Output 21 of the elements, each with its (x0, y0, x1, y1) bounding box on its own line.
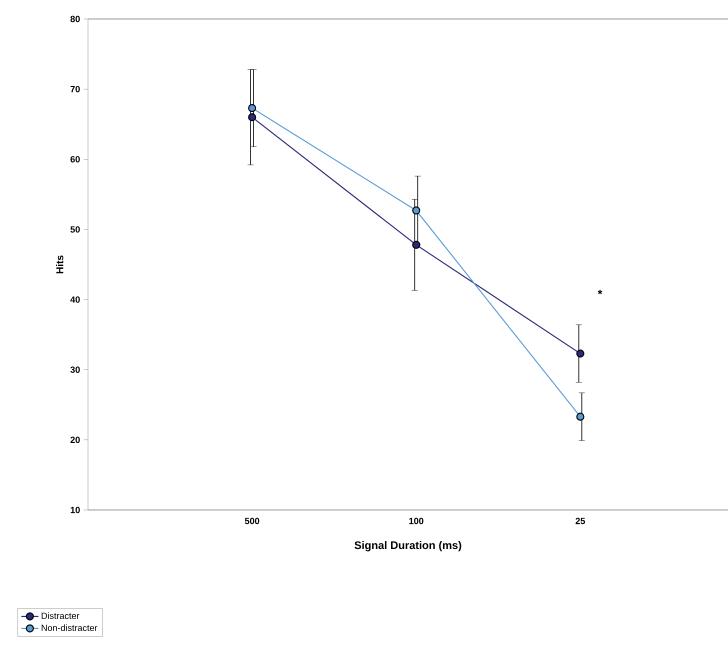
point (576, 412, 584, 421)
y-axis-title: Hits (56, 255, 64, 274)
point (412, 206, 420, 215)
y-tick-label: 20 (70, 436, 80, 444)
point (248, 104, 256, 112)
legend-label: Non-distracter (42, 624, 98, 632)
point (576, 350, 584, 358)
y-tick-label: 80 (70, 16, 80, 22)
annotation: * (598, 290, 602, 294)
y-tick-label: 60 (70, 156, 80, 162)
y-tick-label: 40 (70, 296, 80, 303)
y-tick-label: 70 (70, 86, 80, 92)
y-tick-label: 50 (70, 226, 80, 233)
y-tick-label: 10 (70, 506, 80, 514)
x-axis-title: Signal Duration (ms) (354, 541, 462, 552)
x-tick-label: 500 (244, 518, 260, 524)
y-tick-label: 30 (70, 366, 80, 373)
legend-label: Distracter (42, 612, 80, 619)
x-tick-label: 100 (409, 518, 424, 524)
x-tick-label: 25 (576, 518, 586, 524)
point (248, 113, 256, 122)
